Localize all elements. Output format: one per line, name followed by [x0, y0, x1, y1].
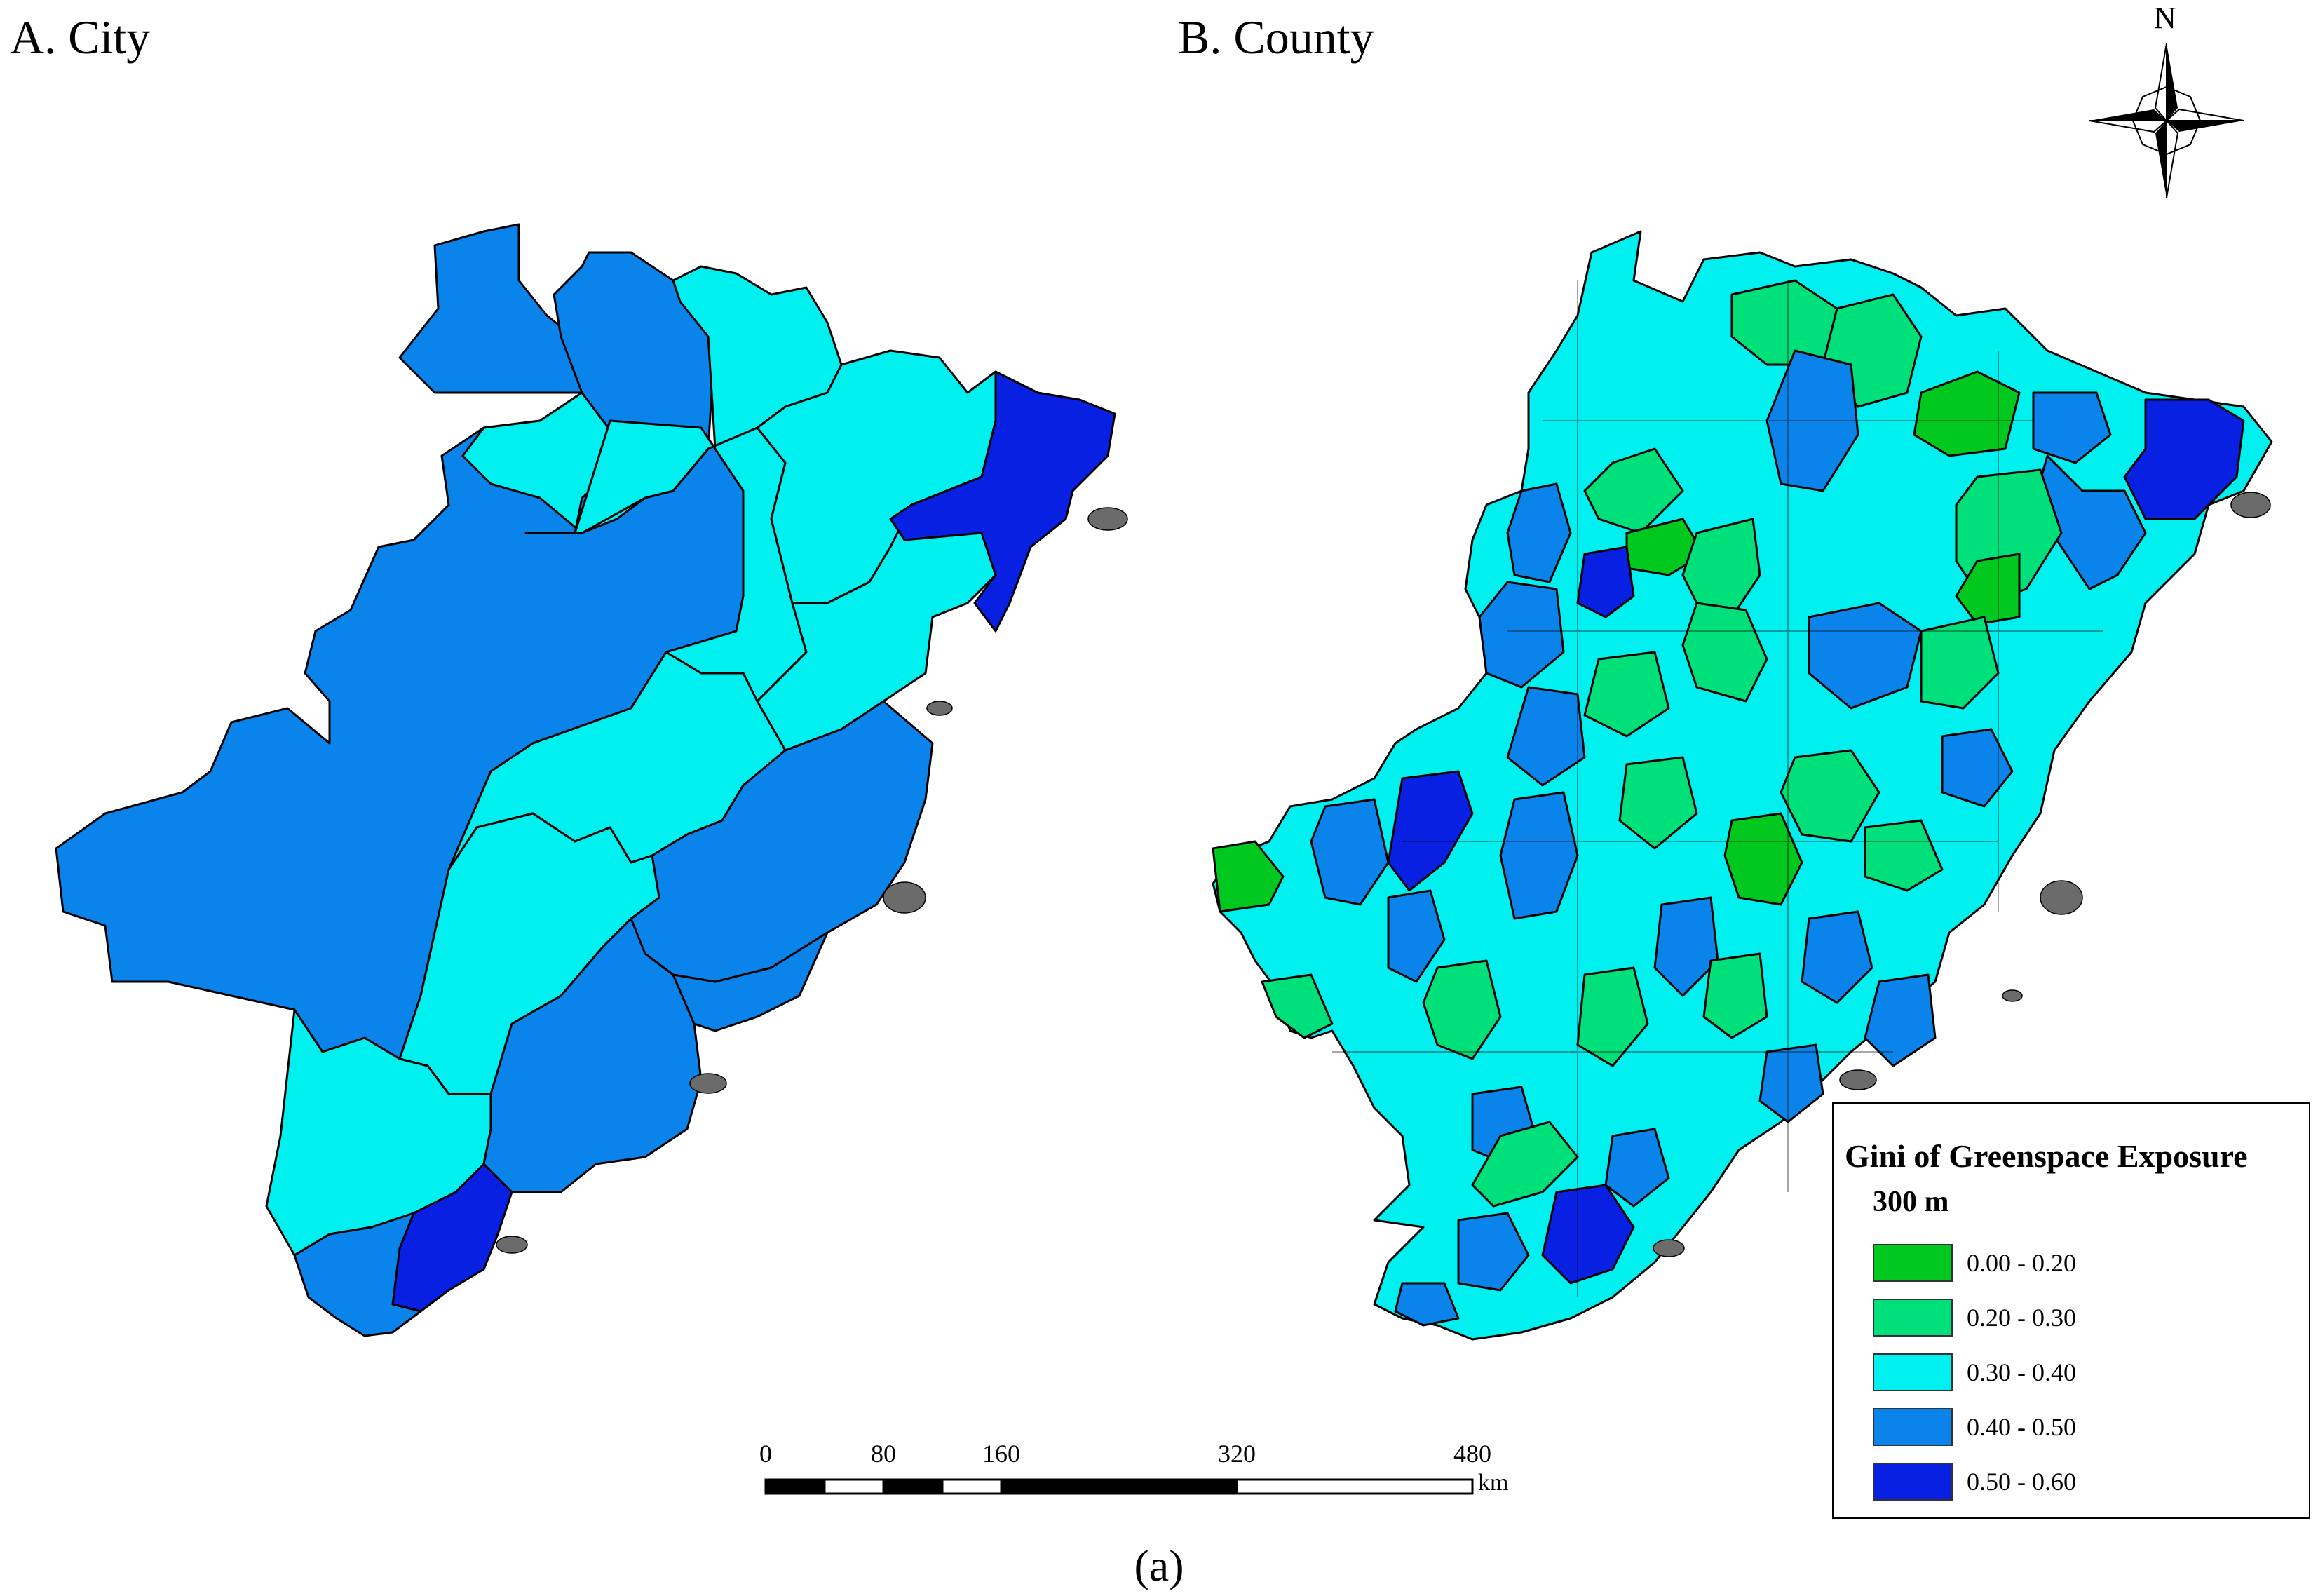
legend-swatch: [1873, 1299, 1953, 1337]
legend-item: 0.50 - 0.60: [1873, 1463, 2265, 1502]
island-shape: [1653, 1239, 1685, 1257]
county-region: [1801, 910, 1873, 1004]
county-region: [1920, 616, 2000, 710]
county-region: [2123, 398, 2245, 520]
county-region: [1702, 952, 1768, 1039]
county-region: [1422, 959, 1502, 1060]
county-region: [1261, 973, 1334, 1039]
legend-label: 0.40 - 0.50: [1967, 1413, 2076, 1441]
county-region: [1765, 349, 1859, 492]
legend-label: 0.50 - 0.60: [1967, 1468, 2076, 1496]
county-region: [1808, 602, 1923, 710]
island-shape: [2002, 989, 2023, 1002]
island-shape: [2040, 880, 2083, 915]
island-shape: [689, 1073, 727, 1094]
county-region: [1310, 798, 1390, 906]
county-region: [1212, 840, 1285, 913]
figure-label: (a): [1134, 1541, 1184, 1590]
scale-tick-label: 80: [871, 1440, 896, 1468]
legend-swatch: [1873, 1353, 1953, 1391]
county-region: [1583, 651, 1670, 738]
scale-segment: [1000, 1478, 1238, 1495]
county-map: [1212, 230, 2273, 1341]
county-region: [1681, 602, 1768, 703]
county-region: [1471, 1121, 1579, 1208]
scale-tick-label: 480: [1453, 1440, 1491, 1468]
scale-segment: [1235, 1478, 1474, 1495]
scale-bar: [764, 1478, 1474, 1495]
county-region: [1780, 749, 1880, 843]
panel-title-county: B. County: [1178, 11, 1374, 64]
city-region: [672, 931, 829, 1032]
county-region: [1913, 370, 2021, 457]
county-region: [1499, 791, 1579, 920]
scale-segment: [882, 1478, 944, 1495]
county-region: [1618, 756, 1698, 850]
island-shape: [2230, 492, 2271, 518]
panel-title-city: A. City: [10, 11, 151, 64]
legend-swatch: [1873, 1244, 1953, 1282]
county-boundaries: [1332, 280, 2103, 1297]
county-region: [1457, 1212, 1530, 1292]
legend: Gini of Greenspace Exposure 300 m 0.00 -…: [1832, 1102, 2310, 1519]
scale-tick-label: 320: [1218, 1440, 1256, 1468]
island-shape: [1087, 507, 1128, 531]
scale-segment: [941, 1478, 1003, 1495]
county-region: [1394, 1282, 1460, 1327]
island-shape: [883, 881, 926, 914]
county-region: [1506, 482, 1572, 583]
legend-item: 0.00 - 0.20: [1873, 1244, 2265, 1283]
county-region: [1387, 889, 1446, 983]
county-region: [1758, 1043, 1824, 1123]
county-region: [1864, 973, 1937, 1067]
scale-segment: [823, 1478, 885, 1495]
legend-item: 0.20 - 0.30: [1873, 1299, 2265, 1338]
county-region: [1478, 581, 1565, 689]
legend-item: 0.40 - 0.50: [1873, 1408, 2265, 1447]
county-region: [1941, 728, 2014, 808]
legend-title: Gini of Greenspace Exposure: [1845, 1138, 2248, 1174]
north-label: N: [2154, 1, 2176, 35]
county-region: [1576, 966, 1649, 1067]
scale-unit: km: [1478, 1470, 1509, 1496]
city-region: [293, 1212, 422, 1337]
scale-segment: [764, 1478, 826, 1495]
legend-swatch: [1873, 1463, 1953, 1501]
city-map: [55, 223, 1128, 1337]
county-region: [1653, 896, 1719, 997]
scale-tick-label: 0: [759, 1440, 772, 1468]
legend-swatch: [1873, 1408, 1953, 1446]
island-shape: [926, 701, 953, 716]
legend-label: 0.20 - 0.30: [1967, 1304, 2076, 1332]
scale-tick-label: 160: [982, 1440, 1020, 1468]
county-region: [1723, 812, 1803, 906]
county-region: [1864, 819, 1944, 892]
county-region: [1576, 546, 1635, 618]
island-shape: [1839, 1069, 1877, 1090]
legend-item: 0.30 - 0.40: [1873, 1353, 2265, 1393]
north-arrow-icon: [2089, 43, 2244, 198]
county-region: [1604, 1128, 1670, 1208]
county-region: [2032, 391, 2112, 464]
legend-label: 0.30 - 0.40: [1967, 1358, 2076, 1386]
county-region: [1955, 553, 2021, 625]
legend-subtitle: 300 m: [1873, 1186, 1949, 1218]
county-region: [1506, 686, 1586, 787]
legend-label: 0.00 - 0.20: [1967, 1249, 2076, 1277]
city-region: [889, 370, 1116, 633]
island-shape: [496, 1236, 528, 1254]
